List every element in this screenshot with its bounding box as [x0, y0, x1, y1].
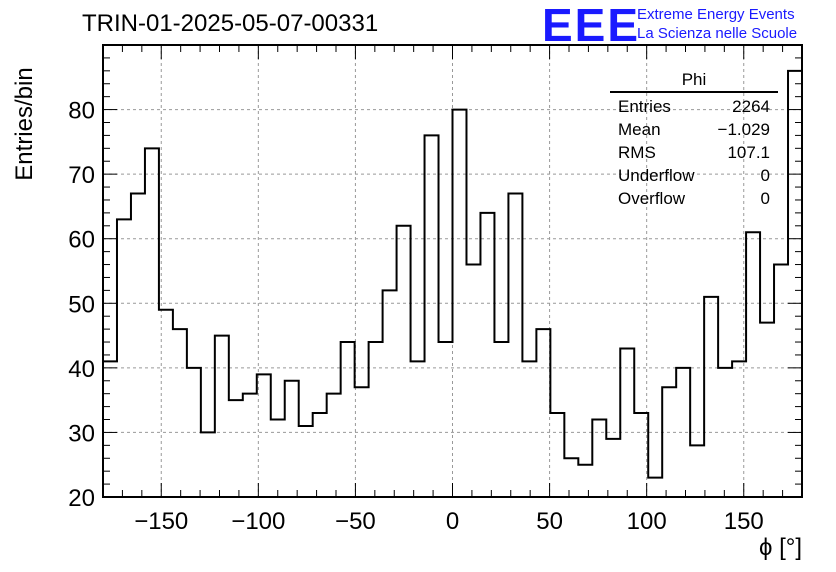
histogram-bin — [313, 413, 327, 497]
y-tick-label: 30 — [68, 420, 95, 447]
histogram-bin — [397, 226, 411, 497]
x-tick-label: 0 — [446, 508, 459, 535]
histogram-bin — [369, 342, 383, 497]
histogram-bin — [271, 420, 285, 497]
plot-frame — [102, 44, 803, 498]
histogram-bin — [704, 297, 718, 497]
logo-subtitle-1: Extreme Energy Events — [637, 6, 795, 23]
x-tick-label: −100 — [231, 508, 285, 535]
stats-row: Mean −1.029 — [610, 118, 778, 141]
histogram-bin — [439, 342, 453, 497]
histogram-bin — [676, 368, 690, 497]
histogram-bin — [648, 478, 662, 497]
logo-subtitle-2: La Scienza nelle Scuole — [637, 25, 798, 42]
plot-title: TRIN-01-2025-05-07-00331 — [82, 10, 379, 37]
y-tick-label: 50 — [68, 291, 95, 318]
histogram-bin — [103, 361, 117, 497]
stats-label: Underflow — [618, 166, 695, 185]
histogram-bin — [578, 465, 592, 497]
histogram-bin — [411, 361, 425, 497]
histogram-bin — [662, 387, 676, 497]
histogram-bin — [550, 413, 564, 497]
histogram-bin — [425, 135, 439, 497]
histogram-bin — [285, 381, 299, 497]
histogram-bin — [480, 213, 494, 497]
stats-row: Underflow 0 — [610, 164, 778, 187]
histogram-bin — [718, 368, 732, 497]
stats-title: Phi — [610, 70, 778, 93]
histogram-bin — [522, 361, 536, 497]
histogram-bin — [229, 400, 243, 497]
stats-value: 2264 — [732, 97, 770, 116]
histogram-bin — [634, 413, 648, 497]
histogram-bin — [494, 342, 508, 497]
histogram-bin — [508, 194, 522, 497]
histogram-bin — [341, 342, 355, 497]
stats-value: −1.029 — [717, 120, 770, 139]
histogram-bin — [383, 290, 397, 497]
histogram-bin — [774, 265, 788, 497]
stats-row: RMS 107.1 — [610, 141, 778, 164]
x-tick-label: 50 — [536, 508, 563, 535]
histogram-bin — [201, 432, 215, 497]
x-tick-label: 150 — [724, 508, 764, 535]
stats-row: Entries 2264 — [610, 95, 778, 118]
x-axis-label: ϕ [°] — [758, 534, 802, 561]
histogram-bin — [746, 232, 760, 497]
histogram-bin — [788, 71, 802, 497]
y-tick-label: 40 — [68, 356, 95, 383]
y-tick-label: 80 — [68, 98, 95, 125]
histogram-bin — [117, 219, 131, 497]
histogram-bin — [355, 387, 369, 497]
stats-label: RMS — [618, 143, 656, 162]
histogram-bin — [732, 361, 746, 497]
histogram-bin — [145, 148, 159, 497]
histogram-bin — [173, 329, 187, 497]
histogram-bin — [466, 265, 480, 497]
stats-value: 107.1 — [727, 143, 770, 162]
eee-logo: EEE — [542, 0, 641, 51]
histogram-bin — [536, 329, 550, 497]
histogram-bin — [453, 110, 467, 497]
histogram-bin — [327, 394, 341, 497]
histogram-bin — [243, 394, 257, 497]
x-tick-label: −150 — [134, 508, 188, 535]
stats-box: Phi Entries 2264 Mean −1.029 RMS 107.1 U… — [610, 70, 778, 210]
stats-label: Entries — [618, 97, 671, 116]
stats-value: 0 — [760, 189, 770, 208]
histogram-bin — [606, 439, 620, 497]
y-axis-label: Entries/bin — [11, 67, 38, 181]
histogram-bin — [257, 374, 271, 497]
x-tick-label: 100 — [627, 508, 667, 535]
histogram-bin — [620, 348, 634, 497]
histogram-bin — [187, 368, 201, 497]
stats-row: Overflow 0 — [610, 187, 778, 210]
histogram-bin — [159, 310, 173, 497]
histogram-bin — [760, 323, 774, 497]
histogram-bin — [215, 336, 229, 497]
x-tick-label: −50 — [335, 508, 376, 535]
histogram-bin — [299, 426, 313, 497]
histogram-bin — [131, 194, 145, 497]
stats-label: Overflow — [618, 189, 686, 208]
y-tick-label: 70 — [68, 162, 95, 189]
stats-value: 0 — [760, 166, 770, 185]
histogram-series — [103, 69, 802, 479]
y-tick-label: 20 — [68, 485, 95, 512]
histogram-bin — [592, 420, 606, 497]
y-tick-label: 60 — [68, 227, 95, 254]
histogram-bin — [690, 445, 704, 497]
stats-label: Mean — [618, 120, 661, 139]
histogram-bin — [564, 458, 578, 497]
